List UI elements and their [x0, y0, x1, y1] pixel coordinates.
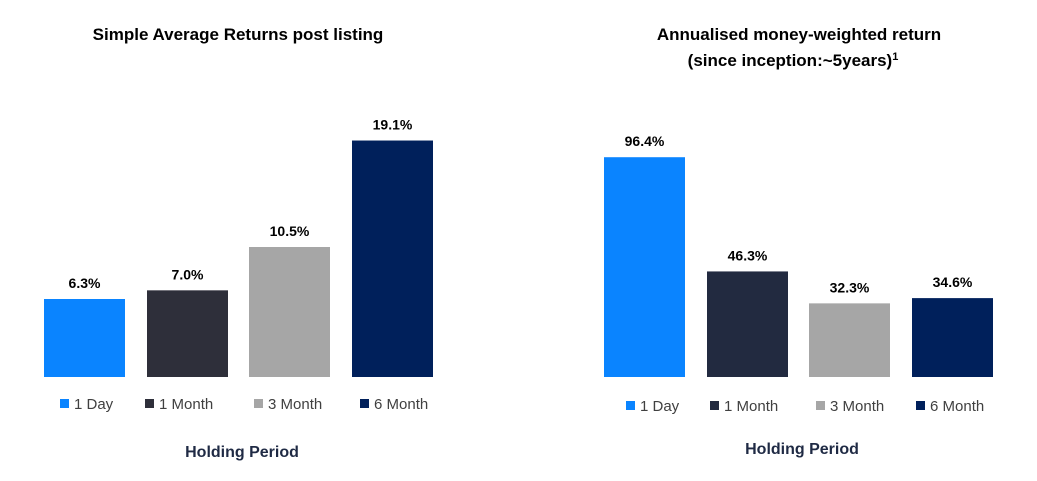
chart-right-legend-swatch-6-month: [916, 401, 925, 410]
chart-left-bar-1-day: [44, 299, 125, 377]
chart-left: Simple Average Returns post listing 6.3%…: [44, 25, 433, 461]
chart-right-bar-1-day: [604, 157, 685, 377]
chart-left-title: Simple Average Returns post listing: [93, 25, 384, 44]
chart-left-bar-3-month: [249, 247, 330, 377]
chart-left-legend-label-6-month: 6 Month: [374, 396, 428, 413]
chart-right-legend-label-6-month: 6 Month: [930, 398, 984, 415]
chart-right-bars: 96.4% 46.3% 32.3% 34.6%: [604, 133, 993, 377]
chart-right-bar-6-month: [912, 298, 993, 377]
chart-right-subtitle-text: (since inception:~5years): [688, 51, 893, 70]
chart-right-subtitle: (since inception:~5years)1: [688, 51, 899, 70]
chart-right-data-label-1-day: 96.4%: [625, 133, 665, 149]
chart-left-legend-label-3-month: 3 Month: [268, 396, 322, 413]
chart-left-bars: 6.3% 7.0% 10.5% 19.1%: [44, 117, 433, 377]
chart-left-legend-label-1-day: 1 Day: [74, 396, 114, 413]
chart-right-title: Annualised money-weighted return: [657, 25, 941, 44]
chart-left-legend-swatch-1-day: [60, 399, 69, 408]
chart-right: Annualised money-weighted return (since …: [604, 25, 993, 458]
chart-right-subtitle-superscript: 1: [892, 51, 898, 63]
chart-left-legend-swatch-3-month: [254, 399, 263, 408]
chart-left-legend: 1 Day 1 Month 3 Month 6 Month: [60, 396, 428, 413]
chart-left-data-label-1-day: 6.3%: [69, 275, 101, 291]
chart-left-data-label-6-month: 19.1%: [373, 117, 413, 133]
chart-left-legend-swatch-6-month: [360, 399, 369, 408]
chart-right-legend-label-1-day: 1 Day: [640, 398, 680, 415]
chart-right-data-label-3-month: 32.3%: [830, 279, 870, 295]
chart-left-legend-label-1-month: 1 Month: [159, 396, 213, 413]
chart-right-legend-swatch-3-month: [816, 401, 825, 410]
chart-right-xlabel: Holding Period: [745, 441, 859, 458]
chart-left-bar-1-month: [147, 290, 228, 377]
chart-right-legend-label-1-month: 1 Month: [724, 398, 778, 415]
chart-right-legend-swatch-1-month: [710, 401, 719, 410]
chart-right-legend: 1 Day 1 Month 3 Month 6 Month: [626, 398, 984, 415]
chart-right-data-label-6-month: 34.6%: [933, 274, 973, 290]
chart-right-data-label-1-month: 46.3%: [728, 247, 768, 263]
chart-left-legend-swatch-1-month: [145, 399, 154, 408]
chart-left-data-label-1-month: 7.0%: [172, 266, 204, 282]
chart-right-bar-1-month: [707, 271, 788, 377]
chart-left-data-label-3-month: 10.5%: [270, 223, 310, 239]
chart-left-bar-6-month: [352, 140, 433, 377]
chart-right-legend-swatch-1-day: [626, 401, 635, 410]
chart-left-xlabel: Holding Period: [185, 444, 299, 461]
chart-right-legend-label-3-month: 3 Month: [830, 398, 884, 415]
chart-right-bar-3-month: [809, 303, 890, 377]
